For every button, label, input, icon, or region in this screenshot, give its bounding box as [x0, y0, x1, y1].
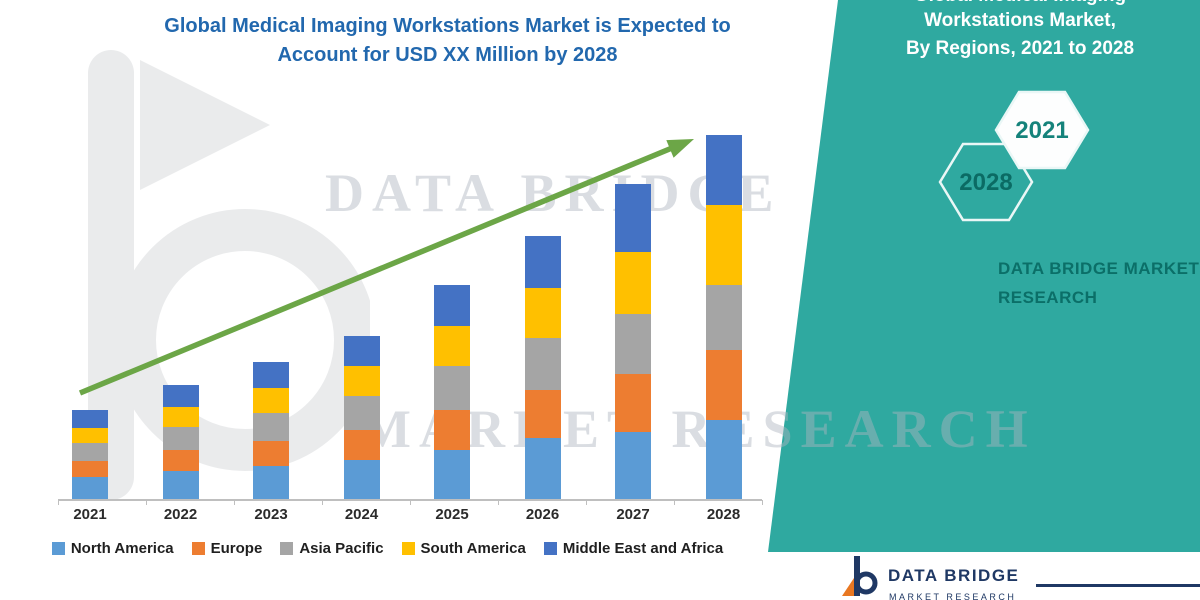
x-axis-tick — [58, 500, 59, 505]
x-axis-tick — [410, 500, 411, 505]
bar-2024-europe — [343, 430, 380, 460]
bar-2026-north-america — [524, 438, 561, 500]
bar-2022-north-america — [162, 471, 199, 500]
sidebar-heading-line2: By Regions, 2021 to 2028 — [905, 38, 1135, 59]
bar-2024-asia-pacific — [343, 396, 380, 430]
x-axis-line — [58, 499, 762, 501]
chart-title: Global Medical Imaging Workstations Mark… — [60, 12, 835, 70]
bar-2021-south-america — [72, 428, 108, 443]
x-axis-label-2024: 2024 — [344, 506, 379, 523]
footer-divider-line — [1036, 584, 1200, 587]
legend-label: Asia Pacific — [299, 540, 384, 557]
legend-label: North America — [70, 540, 174, 557]
bar-2026-south-america — [524, 288, 561, 338]
bar-2021-europe — [72, 461, 108, 477]
bar-2021-middle-east-and-africa — [72, 410, 108, 428]
bar-2024-middle-east-and-africa — [343, 336, 380, 366]
bar-2027-europe — [615, 374, 651, 432]
x-axis-tick — [322, 500, 323, 505]
bar-2025-europe — [434, 410, 470, 450]
sidebar-heading-line1: Workstations Market, — [924, 10, 1116, 31]
sidebar-brand-line2: RESEARCH — [998, 288, 1098, 307]
bar-2025-north-america — [434, 450, 470, 500]
bar-2021-north-america — [72, 477, 108, 500]
bar-2028-middle-east-and-africa — [705, 135, 742, 205]
bar-2025-south-america — [434, 326, 470, 366]
bar-2028-south-america — [705, 205, 742, 285]
bar-2024-north-america — [343, 460, 380, 500]
x-axis-label-2027: 2027 — [616, 506, 650, 523]
x-axis-label-2026: 2026 — [525, 506, 560, 523]
hexagon-2021-icon — [994, 90, 1090, 170]
x-axis-label-2028: 2028 — [706, 506, 741, 523]
bar-2022-middle-east-and-africa — [162, 385, 199, 407]
bar-2021-asia-pacific — [72, 443, 108, 461]
bar-2023-asia-pacific — [253, 413, 289, 441]
bar-2026-asia-pacific — [524, 338, 561, 390]
legend-item-middle-east-and-africa: Middle East and Africa — [543, 540, 724, 557]
bar-2027-south-america — [615, 252, 651, 314]
sidebar-brand-line1: DATA BRIDGE MARKET — [998, 259, 1200, 278]
legend-label: Europe — [210, 540, 263, 557]
legend-item-north-america: North America — [51, 540, 174, 557]
legend-swatch-icon — [543, 542, 557, 555]
bar-2022-asia-pacific — [162, 427, 199, 450]
bar-2028-asia-pacific — [705, 285, 742, 350]
bar-2023-north-america — [253, 466, 289, 500]
legend-label: South America — [420, 540, 526, 557]
hexagon-2028-label: 2028 — [959, 169, 1012, 196]
legend-swatch-icon — [191, 542, 205, 555]
footer-brand-subtitle: MARKET RESEARCH — [889, 592, 1017, 600]
legend-swatch-icon — [51, 542, 65, 555]
bar-2023-south-america — [253, 388, 289, 413]
watermark-text-line2: MARKET RESEARCH — [360, 399, 1036, 459]
chart-title-line2: Account for USD XX Million by 2028 — [277, 44, 618, 66]
x-axis-tick — [762, 500, 763, 505]
sidebar-heading-clipped: Global Medical Imaging — [855, 0, 1185, 7]
bar-2027-asia-pacific — [615, 314, 651, 374]
legend-item-south-america: South America — [401, 540, 526, 557]
bar-2026-middle-east-and-africa — [524, 236, 561, 288]
hexagon-2028-icon — [938, 142, 1034, 222]
x-axis-tick — [674, 500, 675, 505]
hexagon-2021-label: 2021 — [1015, 117, 1068, 144]
bar-2028-europe — [705, 350, 742, 420]
legend-item-asia-pacific: Asia Pacific — [280, 540, 384, 557]
x-axis-tick — [234, 500, 235, 505]
chart-title-line1: Global Medical Imaging Workstations Mark… — [164, 15, 731, 37]
bar-2022-south-america — [162, 407, 199, 427]
x-axis-label-2021: 2021 — [73, 506, 107, 523]
x-axis-tick — [498, 500, 499, 505]
bar-2028-north-america — [705, 420, 742, 500]
bar-2026-europe — [524, 390, 561, 438]
x-axis-tick — [586, 500, 587, 505]
data-bridge-logo-icon — [842, 556, 878, 596]
bar-2027-middle-east-and-africa — [615, 184, 651, 252]
year-hexagons-icon: 2028 2021 — [938, 90, 1090, 222]
chart-legend: North America Europe Asia Pacific South Ame… — [0, 540, 775, 557]
legend-label: Middle East and Africa — [562, 540, 724, 557]
bar-2025-middle-east-and-africa — [434, 285, 470, 326]
x-axis-tick — [146, 500, 147, 505]
bar-2023-europe — [253, 441, 289, 466]
bar-2023-middle-east-and-africa — [253, 362, 289, 388]
x-axis-label-2022: 2022 — [163, 506, 198, 523]
legend-swatch-icon — [280, 542, 294, 555]
footer-brand-name: DATA BRIDGE — [888, 566, 1020, 585]
bar-2024-south-america — [343, 366, 380, 396]
legend-swatch-icon — [401, 542, 415, 555]
x-axis-label-2025: 2025 — [435, 506, 469, 523]
sidebar-brand-text: DATA BRIDGE MARKET RESEARCH — [998, 254, 1199, 312]
legend-item-europe: Europe — [191, 540, 263, 557]
x-axis-label-2023: 2023 — [254, 506, 288, 523]
bar-2027-north-america — [615, 432, 651, 500]
bar-2025-asia-pacific — [434, 366, 470, 410]
bar-2022-europe — [162, 450, 199, 471]
